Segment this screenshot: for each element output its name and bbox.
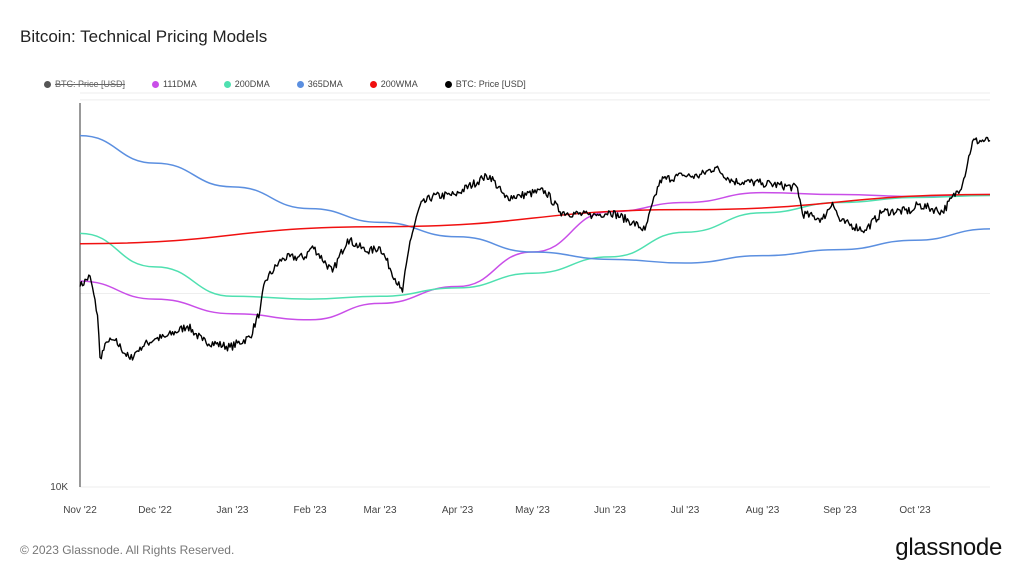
legend-item[interactable]: 111DMA (152, 79, 197, 89)
legend-dot-icon (296, 80, 304, 88)
legend-item[interactable]: BTC: Price [USD] (444, 79, 526, 89)
copyright: © 2023 Glassnode. All Rights Reserved. (20, 543, 235, 557)
x-tick-label: Feb '23 (293, 505, 326, 516)
chart-title: Bitcoin: Technical Pricing Models (20, 27, 268, 46)
legend-label: 365DMA (307, 79, 343, 89)
x-tick-label: Mar '23 (363, 505, 396, 516)
x-tick-label: Jul '23 (671, 505, 700, 516)
legend-label: BTC: Price [USD] (55, 79, 126, 89)
x-tick-label: May '23 (515, 505, 550, 516)
legend-item[interactable]: 365DMA (296, 79, 343, 89)
x-tick-label: Dec '22 (138, 505, 172, 516)
legend-label: 111DMA (163, 79, 197, 89)
x-tick-label: Jun '23 (594, 505, 626, 516)
x-tick-label: Aug '23 (746, 505, 780, 516)
legend-dot-icon (369, 80, 377, 88)
y-tick-label: 10K (50, 482, 68, 493)
legend: BTC: Price [USD] 111DMA 200DMA 365DMA 200WMA… (44, 79, 553, 89)
legend-dot-icon (444, 80, 452, 88)
x-tick-label: Oct '23 (899, 505, 931, 516)
legend-item[interactable]: BTC: Price [USD] (44, 79, 125, 89)
legend-label: BTC: Price [USD] (455, 79, 526, 89)
series-line-btc-price-usd- (79, 136, 991, 361)
series-line-365dma (79, 134, 991, 264)
legend-dot-icon (152, 80, 160, 88)
glassnode-logo: glassnode (895, 534, 1002, 561)
x-tick-label: Apr '23 (442, 505, 474, 516)
legend-label: 200DMA (234, 79, 270, 89)
legend-item[interactable]: 200DMA (223, 79, 270, 89)
series-line-200dma (79, 194, 991, 300)
legend-item[interactable]: 200WMA (369, 79, 418, 89)
x-tick-label: Nov '22 (63, 505, 97, 516)
legend-label: 200WMA (380, 79, 418, 89)
series-line-111dma (79, 191, 991, 321)
legend-dot-icon (223, 80, 231, 88)
x-tick-label: Jan '23 (217, 505, 249, 516)
series-line-200wma (79, 193, 991, 245)
legend-dot-icon (44, 80, 51, 88)
x-tick-label: Sep '23 (823, 505, 857, 516)
